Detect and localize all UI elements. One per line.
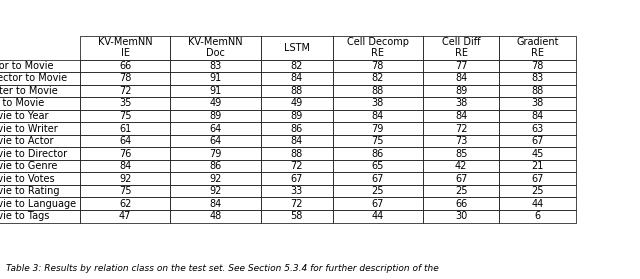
Text: Table 3: Results by relation class on the test set. See Section 5.3.4 for furthe: Table 3: Results by relation class on th… <box>6 264 439 273</box>
